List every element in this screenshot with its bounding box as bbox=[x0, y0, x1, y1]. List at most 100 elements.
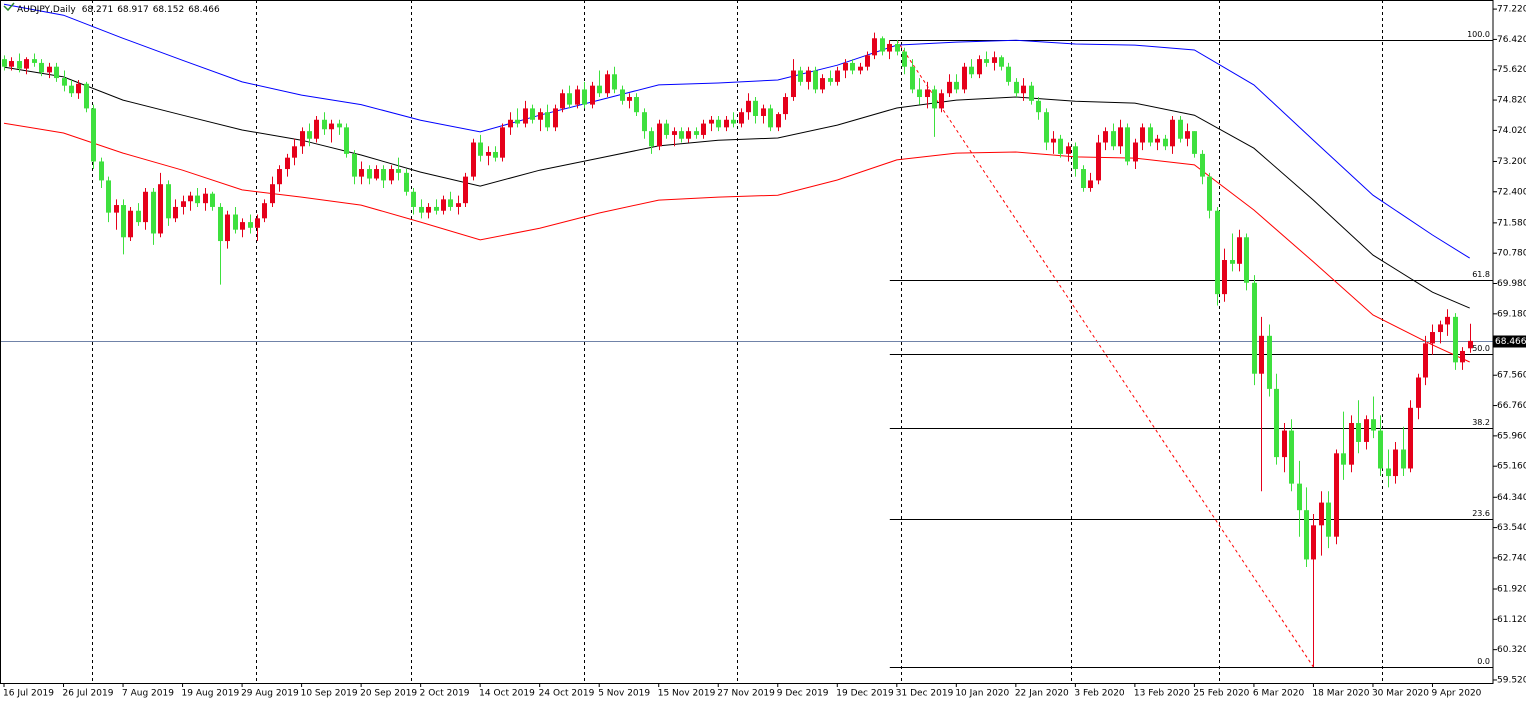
candle-body bbox=[1408, 407, 1413, 469]
candle-body bbox=[1319, 502, 1324, 526]
candle-body bbox=[463, 176, 468, 204]
envelope-line bbox=[3, 122, 1470, 363]
candle-body bbox=[828, 78, 833, 82]
candle-body bbox=[203, 193, 208, 204]
candle-body bbox=[1170, 119, 1175, 147]
candle-body bbox=[1200, 153, 1205, 177]
candle-body bbox=[1453, 316, 1458, 363]
candle-body bbox=[1111, 131, 1116, 147]
x-tick-label: 14 Oct 2019 bbox=[479, 689, 535, 699]
candle-body bbox=[605, 74, 610, 94]
candle-body bbox=[657, 123, 662, 147]
candle-body bbox=[1371, 419, 1376, 431]
candle-body bbox=[1252, 282, 1257, 374]
candle-body bbox=[776, 114, 781, 128]
candle-body bbox=[17, 61, 22, 69]
candle-body bbox=[731, 119, 736, 124]
candle-body bbox=[262, 203, 267, 219]
y-tick-label: 60.320 bbox=[1497, 645, 1526, 655]
y-tick-label: 74.020 bbox=[1497, 126, 1526, 136]
x-tick-label: 31 Dec 2019 bbox=[896, 689, 954, 699]
x-tick-label: 22 Jan 2020 bbox=[1015, 689, 1069, 699]
x-tick-label: 10 Sep 2019 bbox=[301, 689, 358, 699]
candle-body bbox=[932, 89, 937, 109]
candle-body bbox=[1289, 430, 1294, 484]
candle-body bbox=[1416, 377, 1421, 408]
candle-body bbox=[1460, 350, 1465, 363]
candle-body bbox=[456, 203, 461, 207]
y-tick-label: 70.780 bbox=[1497, 249, 1526, 259]
candle-body bbox=[545, 112, 550, 128]
candle-body bbox=[1230, 260, 1235, 264]
x-tick-label: 6 Mar 2020 bbox=[1253, 689, 1305, 699]
candle-body bbox=[128, 210, 133, 238]
x-tick-label: 3 Feb 2020 bbox=[1074, 689, 1125, 699]
candle-body bbox=[1051, 138, 1056, 143]
candle-body bbox=[1058, 138, 1063, 154]
y-tick-label: 74.820 bbox=[1497, 96, 1526, 106]
x-tick-label: 10 Jan 2020 bbox=[955, 689, 1009, 699]
candle-body bbox=[1393, 449, 1398, 477]
candle-body bbox=[1423, 343, 1428, 378]
candle-body bbox=[865, 55, 870, 67]
candle-body bbox=[686, 131, 691, 139]
candle-body bbox=[62, 78, 67, 86]
candle-body bbox=[248, 222, 253, 228]
candle-body bbox=[887, 43, 892, 52]
candle-body bbox=[1259, 335, 1264, 374]
y-tick-label: 59.520 bbox=[1497, 675, 1526, 685]
candle-body bbox=[1006, 66, 1011, 82]
candle-body bbox=[768, 108, 773, 128]
y-tick-label: 69.980 bbox=[1497, 279, 1526, 289]
y-tick-label: 73.200 bbox=[1497, 157, 1526, 167]
y-tick-label: 62.740 bbox=[1497, 553, 1526, 563]
x-tick-label: 15 Nov 2019 bbox=[658, 689, 716, 699]
candle-body bbox=[1364, 419, 1369, 442]
candle-body bbox=[99, 161, 104, 181]
candle-body bbox=[999, 57, 1004, 67]
candle-body bbox=[1088, 180, 1093, 188]
candle-body bbox=[672, 131, 677, 135]
price-box-label: 68.466 bbox=[1495, 337, 1526, 347]
candle-body bbox=[523, 108, 528, 124]
candle-body bbox=[448, 199, 453, 207]
x-tick-label: 20 Sep 2019 bbox=[360, 689, 417, 699]
candle-body bbox=[195, 195, 200, 204]
candle-body bbox=[590, 85, 595, 105]
candle-body bbox=[508, 119, 513, 128]
candle-body bbox=[39, 62, 44, 73]
candle-body bbox=[1148, 127, 1153, 143]
candle-body bbox=[1267, 335, 1272, 389]
candle-body bbox=[813, 70, 818, 90]
candle-body bbox=[850, 62, 855, 71]
candle-body bbox=[114, 205, 119, 213]
candle-body bbox=[620, 89, 625, 101]
candle-body bbox=[627, 97, 632, 101]
candle-body bbox=[389, 169, 394, 181]
candle-body bbox=[694, 131, 699, 135]
y-tick-label: 64.340 bbox=[1497, 493, 1526, 503]
candle-body bbox=[1326, 502, 1331, 537]
candle-body bbox=[352, 153, 357, 177]
candle-body bbox=[843, 62, 848, 71]
candle-body bbox=[962, 66, 967, 90]
status-icon bbox=[3, 2, 15, 12]
candle-body bbox=[612, 74, 617, 90]
candle-body bbox=[649, 131, 654, 147]
candle-body bbox=[575, 89, 580, 105]
x-tick-label: 24 Oct 2019 bbox=[539, 689, 595, 699]
candle-body bbox=[367, 169, 372, 179]
candle-body bbox=[225, 214, 230, 242]
candle-body bbox=[47, 66, 52, 73]
candle-body bbox=[947, 81, 952, 94]
candle-body bbox=[553, 108, 558, 128]
candle-body bbox=[1066, 146, 1071, 154]
candle-body bbox=[1155, 138, 1160, 143]
candle-body bbox=[582, 89, 587, 105]
candle-body bbox=[1304, 510, 1309, 560]
fibo-label: 50.0 bbox=[1472, 344, 1490, 353]
candle-body bbox=[396, 169, 401, 173]
y-tick-label: 65.960 bbox=[1497, 431, 1526, 441]
x-tick-label: 19 Aug 2019 bbox=[182, 689, 240, 699]
